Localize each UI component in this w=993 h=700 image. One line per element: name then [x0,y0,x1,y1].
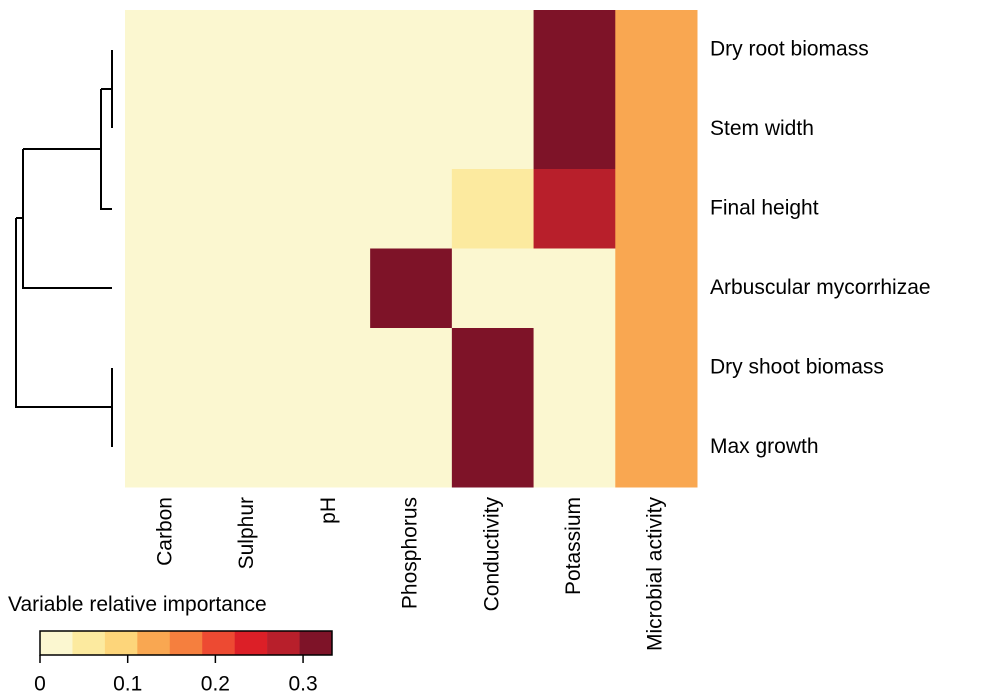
heatmap-cell [533,407,616,488]
heatmap-cell [370,328,453,408]
row-label: Dry shoot biomass [710,355,884,378]
heatmap-cell [615,248,698,329]
heatmap-cell [451,248,535,329]
heatmap-cell [288,169,371,249]
colorbar-swatch [267,631,300,655]
heatmap-cell [533,248,616,329]
heatmap-cell [370,169,453,249]
heatmap-cell [451,407,535,488]
row-label: Max growth [710,435,819,458]
colorbar-swatch [40,631,73,655]
row-label: Dry root biomass [710,37,869,60]
colorbar-swatch [234,631,268,655]
heatmap-cell [288,248,371,329]
dendrogram [15,50,113,447]
heatmap-cell [615,10,698,90]
row-label: Arbuscular mycorrhizae [710,276,931,299]
colorbar-swatch [169,631,203,655]
heatmap-cell [206,328,289,408]
heatmap-cell [125,169,208,249]
heatmap-cell [125,407,208,488]
heatmap-cell [370,89,453,170]
heatmap-cell [370,10,453,90]
colorbar-tick-label: 0 [34,673,46,695]
dendrogram-branches [15,50,113,447]
column-label: Conductivity [480,497,503,612]
row-label: Final height [710,196,819,219]
heatmap-cell [206,169,289,249]
heatmap-cell [533,169,616,249]
heatmap-cell [615,169,698,249]
heatmap-cell [288,10,371,90]
row-label: Stem width [710,117,814,140]
colorbar-swatch [137,631,171,655]
column-label: Phosphorus [399,497,422,609]
heatmap-cell [206,407,289,488]
heatmap-cell [125,89,208,170]
heatmap-cell [615,89,698,170]
column-label: Carbon [153,497,176,566]
heatmap-cell [206,89,289,170]
heatmap-cell [125,328,208,408]
column-label: Sulphur [235,497,258,569]
heatmap-cell [615,407,698,488]
heatmap-cell [370,407,453,488]
colorbar-tick-label: 0.3 [288,673,317,695]
heatmap-cell [288,407,371,488]
heatmap-cell [533,89,616,170]
heatmap-cell [451,10,535,90]
colorbar-swatch [72,631,106,655]
heatmap-cell [451,89,535,170]
colorbar-tick-label: 0.1 [113,673,142,695]
colorbar-label: Variable relative importance [8,593,267,616]
heatmap-cell [451,169,535,249]
column-label: Potassium [562,497,585,595]
colorbar-tick-label: 0.2 [201,673,230,695]
heatmap-cell [533,328,616,408]
colorbar-swatch [104,631,138,655]
heatmap-cell [125,248,208,329]
heatmap-cell [206,248,289,329]
heatmap-cell [288,328,371,408]
heatmap-cell [615,328,698,408]
colorbar-swatch [202,631,235,655]
heatmap-cell [370,248,453,329]
heatmap-cell [533,10,616,90]
column-label: pH [317,497,340,524]
column-label: Microbial activity [644,497,667,652]
heatmap-cell [451,328,535,408]
colorbar-frame [39,630,333,656]
heatmap-cell [125,10,208,90]
colorbar-swatch [299,631,333,655]
heatmap-cell [206,10,289,90]
heatmap-cell [288,89,371,170]
